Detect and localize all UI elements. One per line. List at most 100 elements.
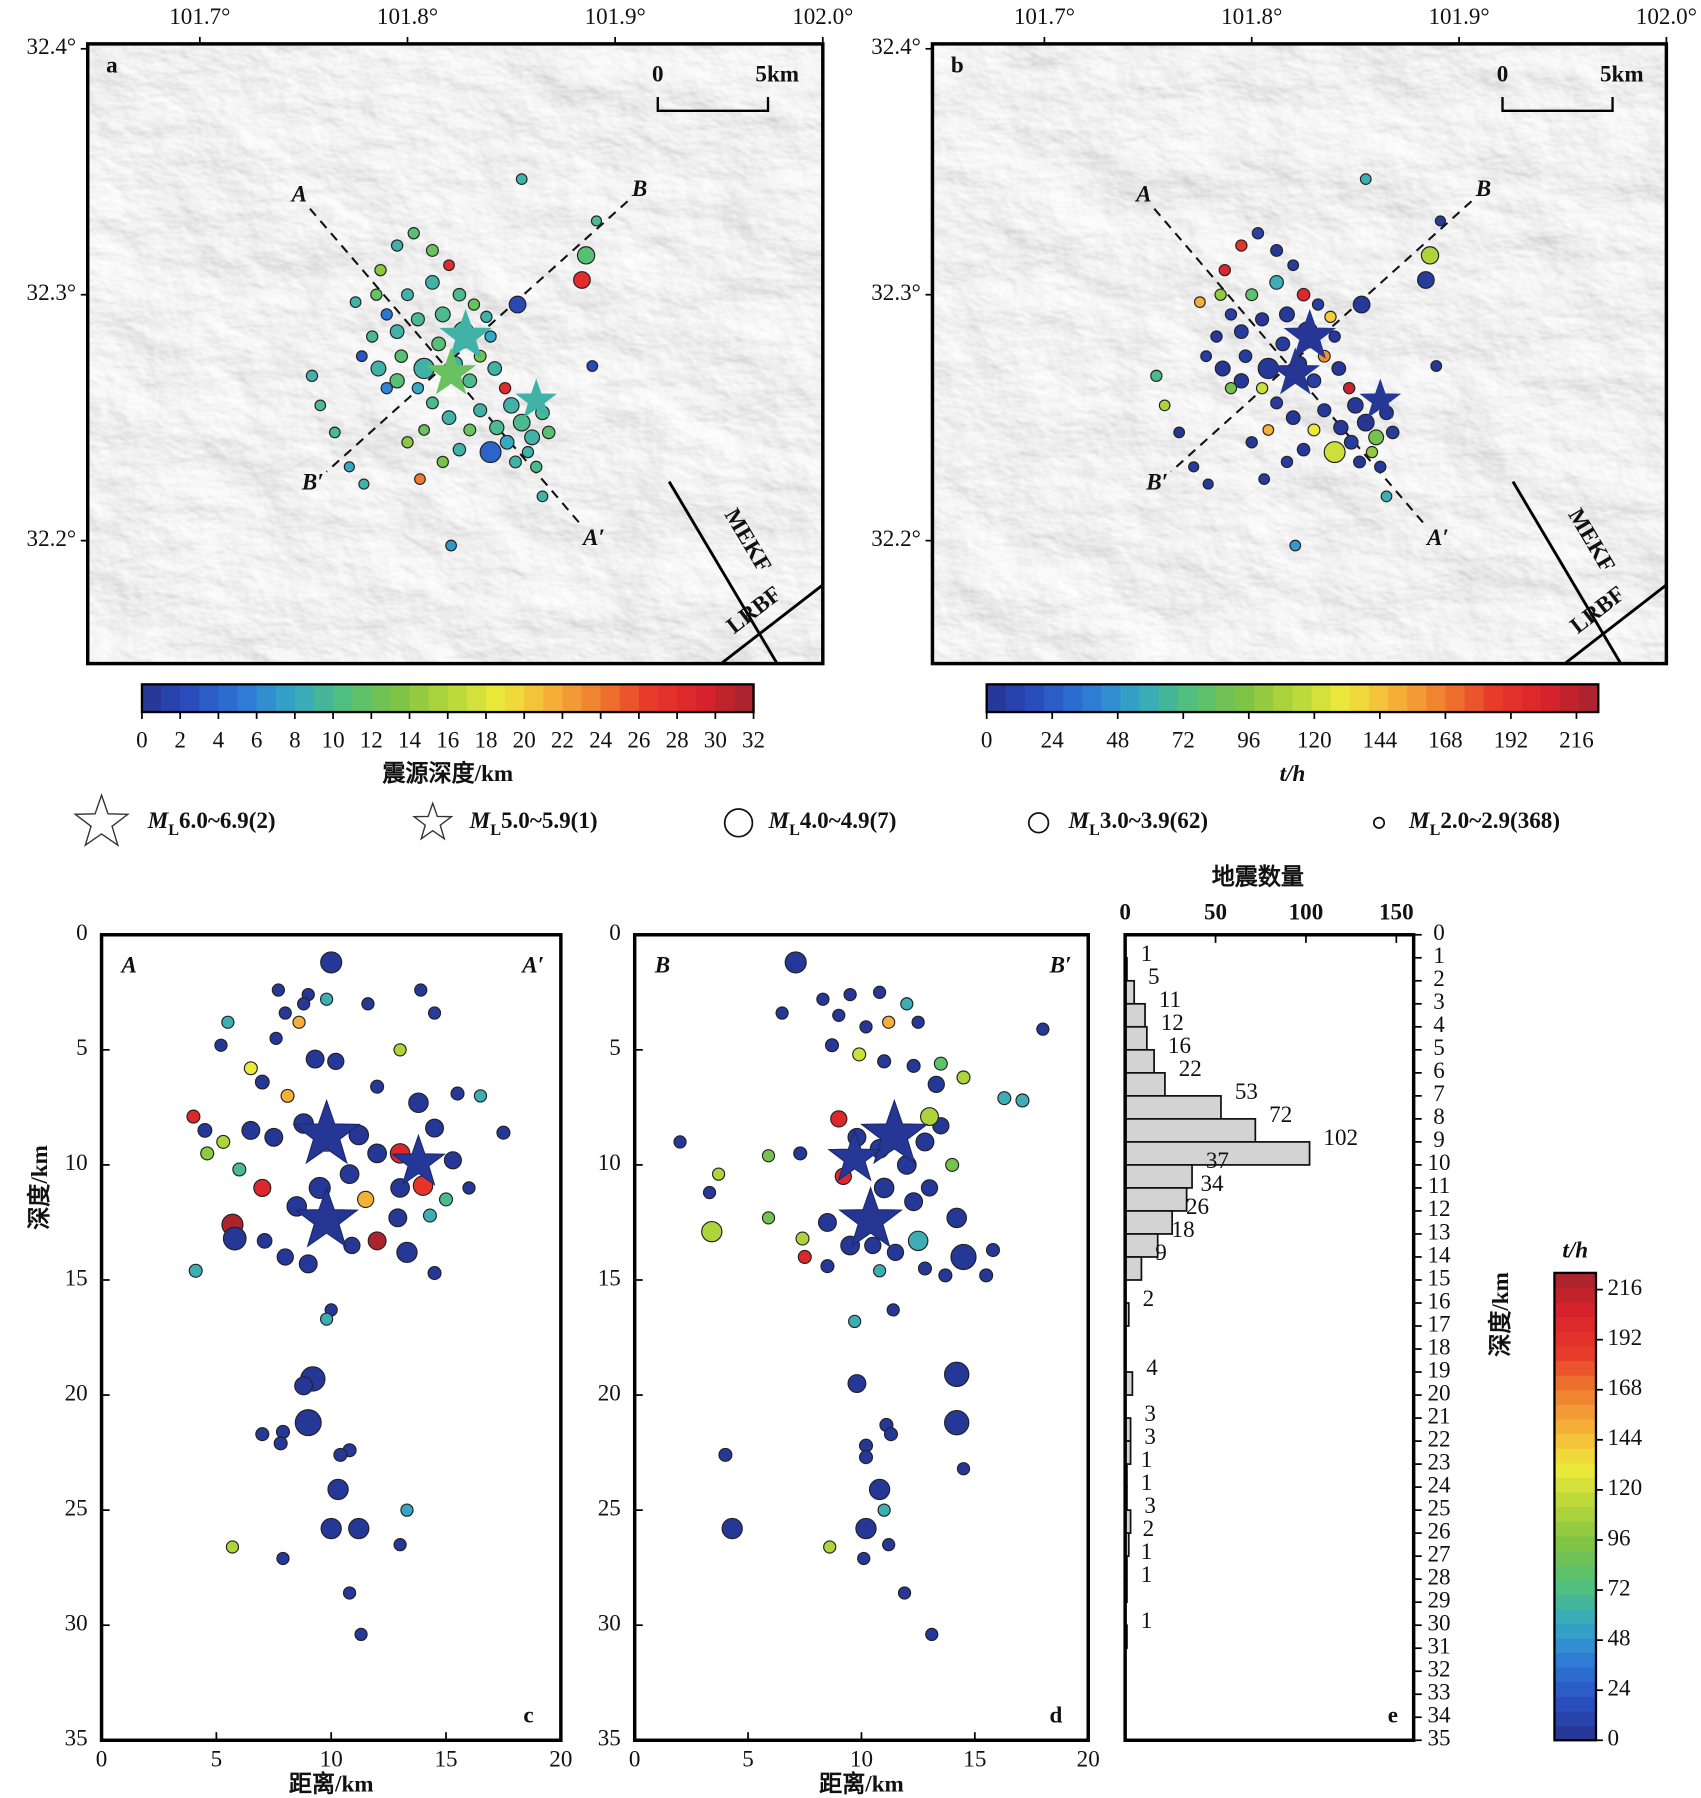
event	[1200, 350, 1212, 363]
bar-label: 12	[1161, 1009, 1184, 1035]
x-tick-label: 10	[850, 1745, 873, 1771]
colorbar-segment	[1483, 684, 1504, 713]
event	[979, 1268, 994, 1283]
colorbar-tick-label: 12	[360, 726, 383, 752]
event	[1158, 399, 1171, 412]
profile-label: B′	[301, 468, 324, 494]
legend-text: 6.0~6.9(2)	[179, 807, 276, 833]
event	[1359, 173, 1372, 186]
y-tick-label: 4	[1433, 1011, 1445, 1037]
colorbar-segment	[1554, 1375, 1596, 1391]
y-tick-label: 0	[1433, 919, 1445, 945]
bar-label: 34	[1200, 1170, 1224, 1196]
colorbar-segment	[1554, 1448, 1596, 1464]
legend-text: 2.0~2.9(368)	[1440, 807, 1560, 833]
y-tick-label: 23	[1428, 1448, 1451, 1474]
event	[872, 1264, 887, 1278]
bar-label: 22	[1179, 1055, 1202, 1081]
scale-label: 0	[1497, 60, 1509, 86]
x-tick-label: 50	[1204, 898, 1227, 924]
event	[390, 239, 404, 252]
event	[253, 1178, 272, 1197]
event	[1434, 215, 1446, 227]
bar-label: 1	[1141, 1561, 1153, 1587]
colorbar-frame	[985, 683, 1600, 714]
event	[1255, 312, 1270, 327]
event	[817, 1212, 837, 1232]
colorbar-segment	[581, 684, 602, 713]
event	[388, 1208, 408, 1228]
event	[927, 1075, 945, 1094]
colorbar-tick-label: 22	[551, 726, 574, 752]
event	[441, 410, 457, 426]
event	[920, 1107, 939, 1127]
event	[292, 1015, 306, 1029]
event	[956, 1070, 971, 1085]
event	[824, 1038, 840, 1053]
y-tick-label: 29	[1428, 1586, 1451, 1612]
bar-label: 4	[1146, 1354, 1158, 1380]
event	[484, 330, 497, 343]
event	[425, 275, 440, 290]
colorbar-segment	[619, 684, 640, 713]
colorbar-segment	[1554, 1360, 1596, 1376]
colorbar-segment	[1554, 1579, 1596, 1595]
event	[1224, 381, 1238, 395]
event	[297, 997, 311, 1011]
event	[333, 1447, 348, 1462]
colorbar-segment	[1082, 684, 1102, 713]
colorbar-segment	[199, 684, 219, 713]
bar-label: 9	[1155, 1239, 1167, 1265]
event	[367, 1143, 387, 1164]
x-tick-label: 101.7°	[1014, 3, 1075, 29]
colorbar-label: t/h	[1562, 1236, 1588, 1262]
event	[407, 227, 420, 240]
y-tick-label: 18	[1428, 1333, 1451, 1359]
event	[256, 1233, 273, 1249]
event	[269, 1031, 283, 1045]
colorbar-segment	[657, 684, 678, 713]
colorbar-segment	[1445, 684, 1466, 713]
event	[408, 1092, 429, 1114]
event	[718, 1447, 733, 1462]
colorbar-segment	[1464, 684, 1485, 713]
event	[221, 1015, 235, 1029]
colorbar-segment	[371, 684, 391, 713]
fault	[1563, 583, 1667, 664]
event	[524, 429, 541, 446]
legend-sub: L	[1430, 822, 1441, 839]
event	[1306, 373, 1322, 389]
event	[462, 373, 478, 389]
event	[380, 381, 393, 395]
event	[1331, 361, 1347, 376]
event	[883, 1427, 898, 1442]
colorbar-tick-label: 216	[1559, 726, 1594, 752]
event	[944, 1409, 970, 1436]
y-tick-label: 32.3°	[871, 279, 921, 305]
event	[294, 1409, 322, 1437]
event	[328, 426, 341, 439]
event	[1270, 396, 1284, 410]
event	[761, 1149, 776, 1163]
event	[280, 1088, 295, 1103]
bar-label: 53	[1235, 1078, 1258, 1104]
x-tick-label: 101.9°	[1428, 3, 1489, 29]
event	[358, 478, 370, 490]
colorbar-tick-label: 0	[1608, 1725, 1620, 1751]
event	[1385, 425, 1400, 440]
colorbar-segment	[1407, 684, 1427, 713]
colorbar-segment	[1554, 1535, 1596, 1551]
panel-label: c	[523, 1701, 533, 1727]
event	[508, 455, 522, 469]
event	[843, 987, 857, 1002]
event	[925, 1627, 939, 1642]
event	[467, 298, 481, 311]
colorbar-segment	[1554, 1433, 1596, 1449]
colorbar-segment	[1311, 684, 1332, 713]
colorbar-segment	[1554, 1652, 1596, 1668]
colorbar-segment	[409, 684, 430, 713]
profile-label: A′	[1425, 524, 1449, 550]
event	[1275, 336, 1291, 352]
colorbar-tick-label: 18	[474, 726, 497, 752]
corner-label: B′	[1049, 951, 1072, 977]
